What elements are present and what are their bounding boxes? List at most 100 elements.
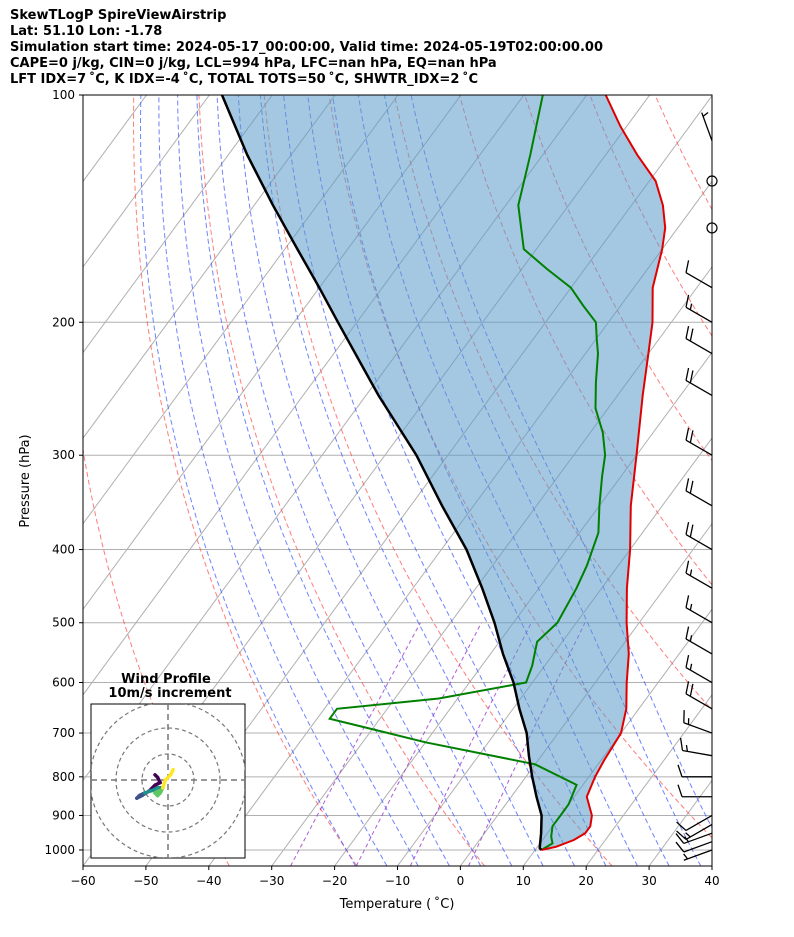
cin-fill-layer — [222, 95, 666, 850]
y-tick-label-500: 500 — [52, 616, 75, 630]
wind-barb — [685, 260, 713, 289]
barb-flag-half — [689, 635, 693, 642]
dry-adiabat-20 — [263, 95, 613, 866]
wind-barb — [685, 522, 713, 551]
moist-adiabat--10 — [177, 95, 419, 866]
wind-barb — [685, 595, 713, 624]
barb-flag-half — [689, 569, 693, 576]
temperature-line — [541, 95, 667, 851]
barb-flag-full — [685, 367, 690, 381]
y-tick-label-600: 600 — [52, 676, 75, 690]
wind-barb — [679, 737, 713, 757]
barb-flag-half — [685, 744, 689, 752]
y-tick-label-300: 300 — [52, 448, 75, 462]
barb-flag-full — [689, 480, 694, 494]
wind-barb — [685, 367, 713, 397]
x-tick-label-10: 10 — [516, 874, 531, 888]
wind-barb — [683, 849, 713, 861]
x-tick-label--60: −60 — [70, 874, 95, 888]
calm-wind-circle — [706, 222, 718, 234]
moist-adiabat--20 — [139, 95, 356, 866]
mixing-ratio-line-1 — [355, 622, 482, 866]
isotherm--150 — [83, 95, 84, 97]
barb-flag-full — [685, 260, 690, 273]
barb-flag-full — [685, 326, 690, 339]
wind-barb — [683, 710, 713, 734]
wind-barb — [685, 626, 713, 655]
time-line: Simulation start time: 2024-05-17_00:00:… — [10, 40, 603, 55]
wind-barb — [677, 764, 712, 778]
profile-layer — [220, 95, 667, 851]
barb-flag-full — [685, 654, 690, 668]
barb-flag-full — [675, 841, 685, 853]
barb-staff — [685, 814, 713, 832]
indices-line: LFT IDX=7 ˚C, K IDX=-4 ˚C, TOTAL TOTS=50… — [10, 72, 478, 87]
wind-barb — [675, 841, 713, 853]
dry-adiabat-180 — [785, 95, 794, 866]
y-tick-label-400: 400 — [52, 543, 75, 557]
moist-adiabat-5 — [237, 95, 513, 866]
isotherm--130 — [83, 95, 210, 268]
chart-header: SkewTLogP SpireViewAirstrip Lat: 51.10 L… — [10, 8, 603, 88]
y-tick-label-100: 100 — [52, 88, 75, 102]
moist-adiabat-0 — [216, 95, 482, 866]
wind-barb — [685, 654, 713, 684]
barb-flag-full — [677, 764, 683, 778]
barb-flag-half — [685, 832, 691, 838]
cape-line: CAPE=0 j/kg, CIN=0 j/kg, LCL=994 hPa, LF… — [10, 56, 497, 71]
wind-barb — [685, 326, 713, 355]
calm-wind-circle — [706, 175, 718, 187]
barb-flag-full — [685, 626, 690, 640]
isotherm--10 — [397, 437, 712, 866]
wind-barb — [685, 427, 713, 456]
barb-staff — [683, 849, 713, 861]
moist-adiabat--5 — [196, 95, 450, 866]
y-axis-title: Pressure (hPa) — [18, 434, 33, 527]
barb-flag-half — [689, 603, 693, 611]
x-tick-label--30: −30 — [259, 874, 284, 888]
dry-adiabat-0 — [198, 95, 485, 866]
barb-flag-full — [675, 833, 685, 844]
x-axis-title: Temperature ( ˚C) — [339, 896, 455, 912]
barb-flag-full — [685, 522, 690, 535]
parcel-line — [220, 95, 543, 851]
barb-flag-half — [702, 111, 709, 117]
hodo-segment — [168, 767, 175, 777]
barb-flag-full — [685, 681, 690, 694]
wind-barb — [676, 823, 713, 841]
wind-barbs — [675, 111, 718, 861]
isotherm--110 — [83, 95, 336, 439]
dry-adiabat--20 — [132, 95, 358, 866]
y-tick-label-900: 900 — [52, 808, 75, 822]
barb-flag-half — [689, 663, 693, 671]
x-tick-label--40: −40 — [196, 874, 221, 888]
wind-barb — [685, 560, 713, 589]
barb-flag-full — [685, 427, 690, 441]
x-tick-label-40: 40 — [704, 874, 719, 888]
y-tick-label-1000: 1000 — [44, 843, 75, 857]
dry-adiabat-160 — [720, 95, 794, 866]
x-tick-label--20: −20 — [322, 874, 347, 888]
wind-barb — [701, 111, 713, 142]
dry-adiabat-60 — [393, 95, 712, 712]
isotherm--120 — [83, 95, 273, 354]
barb-flag-full — [685, 595, 690, 608]
barb-flag-full — [685, 560, 690, 574]
barb-flag-full — [689, 683, 694, 697]
y-tick-label-800: 800 — [52, 770, 75, 784]
barb-flag-full — [676, 821, 687, 831]
barb-flag-full — [689, 370, 694, 384]
barb-flag-full — [685, 478, 690, 491]
barb-flag-full — [689, 328, 694, 342]
x-tick-label-30: 30 — [641, 874, 656, 888]
chart-title: SkewTLogP SpireViewAirstrip — [10, 8, 227, 23]
wind-barb — [685, 294, 713, 323]
barb-flag-half — [689, 303, 693, 310]
isotherm-20 — [585, 693, 712, 866]
barb-flag-full — [679, 737, 684, 751]
barb-flag-full — [689, 430, 694, 443]
wind-profile-subtitle: 10m/s increment — [108, 686, 231, 701]
barb-flag-full — [685, 294, 690, 308]
wind-profile-plot — [91, 704, 245, 858]
isotherm-40 — [711, 865, 712, 866]
